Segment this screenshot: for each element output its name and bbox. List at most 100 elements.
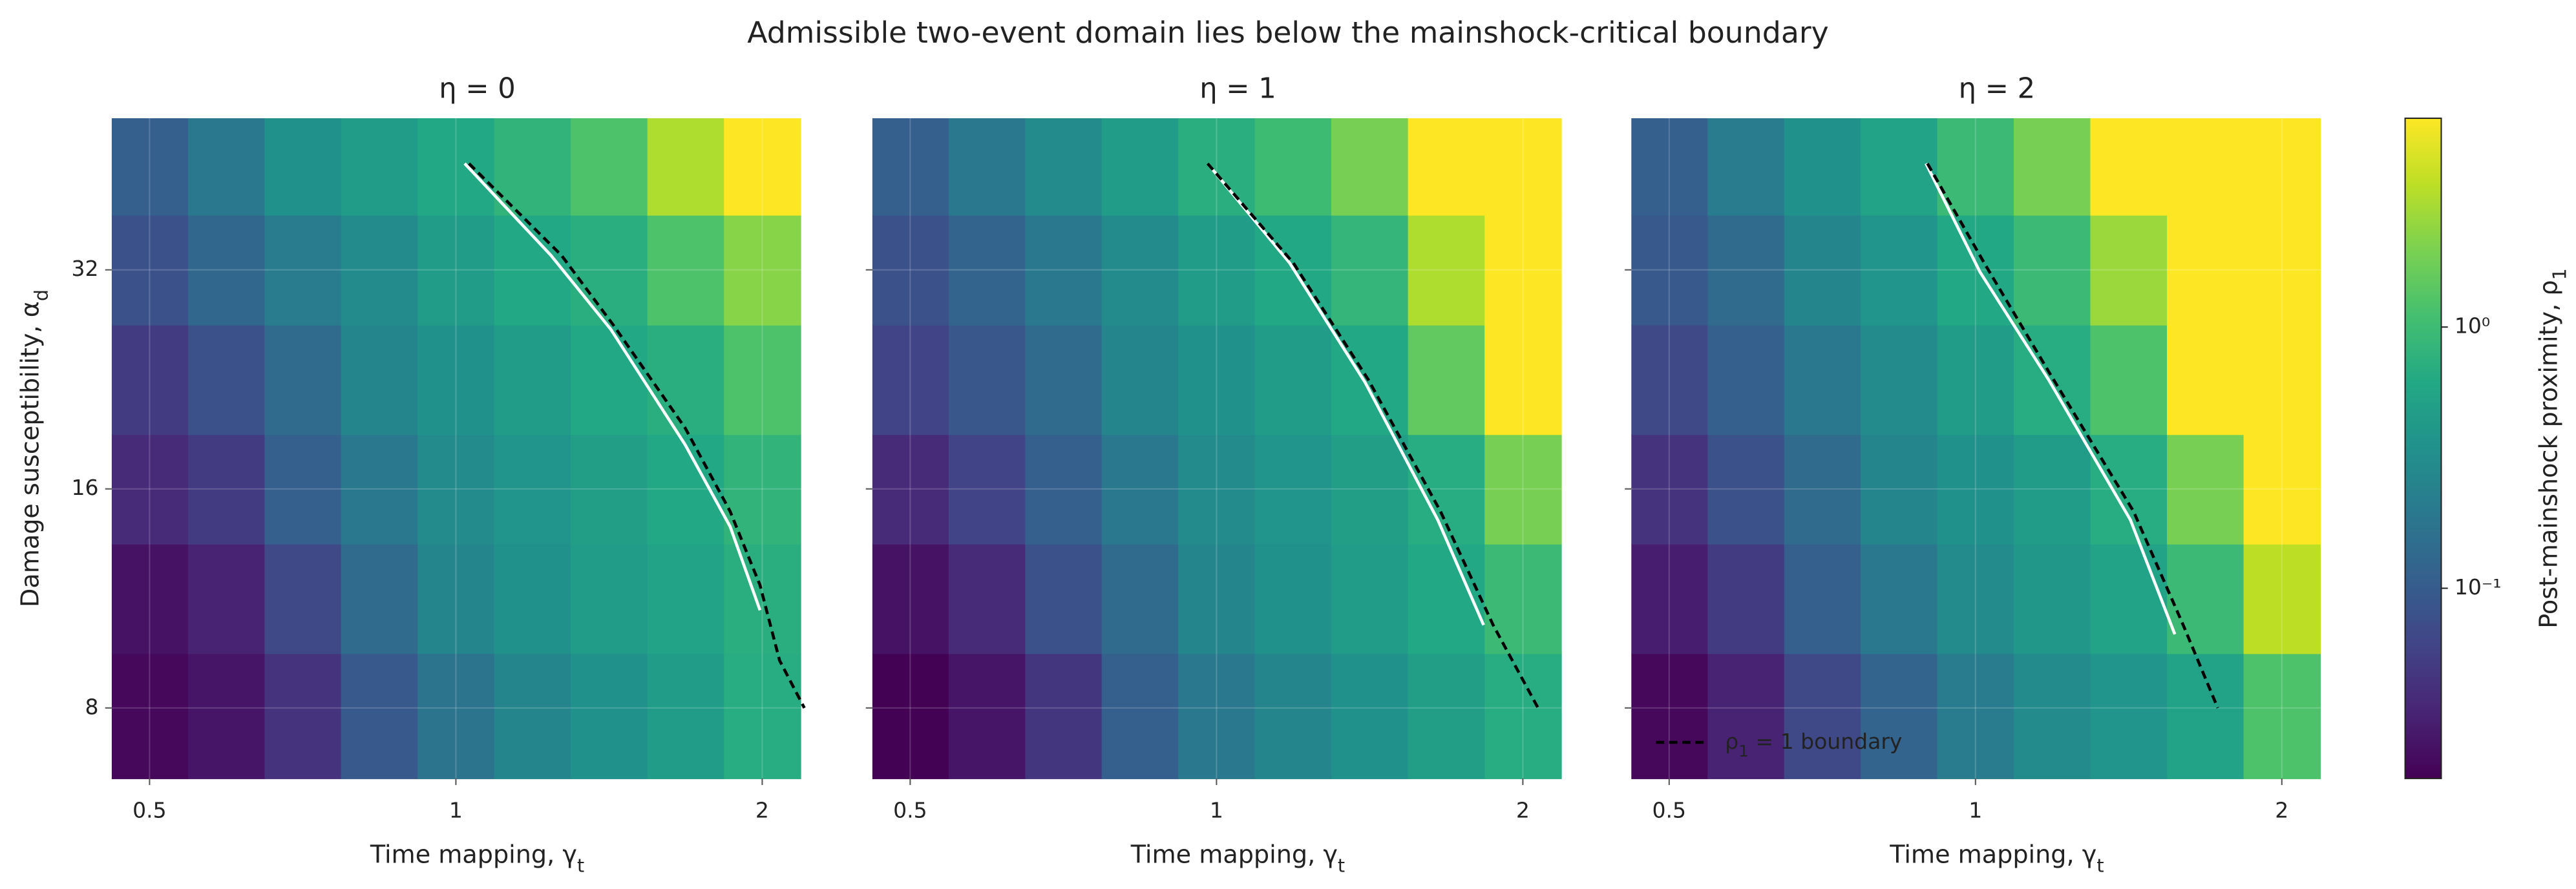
heatmap-cell — [1101, 434, 1179, 545]
heatmap-cell — [1937, 324, 2015, 435]
heatmap-cell — [1631, 214, 1709, 326]
heatmap-cell — [1861, 543, 1938, 654]
heatmap-cell — [571, 118, 648, 216]
heatmap-cell — [1631, 653, 1709, 779]
heatmap-cell — [1784, 324, 1862, 435]
heatmap-cell — [1025, 653, 1103, 779]
heatmap-cell — [341, 214, 419, 326]
heatmap-cell — [187, 214, 266, 326]
heatmap-cell — [647, 653, 725, 779]
heatmap-cell — [1707, 324, 1785, 435]
y-axis-label-part: Damage susceptibility, α — [16, 301, 44, 607]
heatmap-cell — [494, 653, 572, 779]
heatmap-cell — [417, 543, 495, 654]
x-axis-label-part: Time mapping, γ — [370, 840, 577, 868]
heatmap-cell — [1631, 434, 1709, 545]
heatmap-cell — [2090, 653, 2168, 779]
heatmap-cell — [111, 118, 189, 216]
heatmap-cell — [1937, 543, 2015, 654]
heatmap-cell — [1178, 324, 1256, 435]
x-axis-label-part: Time mapping, γ — [1130, 840, 1338, 868]
heatmap-cell — [647, 118, 725, 216]
heatmap-cell — [341, 653, 419, 779]
heatmap-cell — [1254, 434, 1333, 545]
heatmap-cell — [264, 434, 342, 545]
heatmap-cell — [417, 214, 495, 326]
heatmap-cell — [1408, 118, 1486, 216]
heatmap-cell — [1331, 653, 1409, 779]
heatmap-cell — [571, 543, 648, 654]
heatmap-cell — [724, 324, 801, 435]
heatmap-cell — [2167, 118, 2244, 216]
heatmap-cell — [1408, 653, 1486, 779]
heatmap-cell — [1784, 434, 1862, 545]
heatmap-cell — [948, 118, 1026, 216]
x-axis-label: Time mapping, γt — [1130, 840, 1345, 877]
heatmap-cell — [1331, 434, 1409, 545]
heatmap-cell — [417, 434, 495, 545]
heatmap-cell — [1707, 434, 1785, 545]
y-tick-label: 16 — [72, 475, 99, 500]
heatmap-cell — [1861, 118, 1938, 216]
heatmap-cell — [1178, 434, 1256, 545]
heatmap-cell — [872, 118, 949, 216]
heatmap-cell — [111, 543, 189, 654]
x-axis-label-part: t — [1338, 854, 1345, 876]
heatmap-cell — [1784, 214, 1862, 326]
heatmap-cell — [2243, 324, 2321, 435]
heatmap-cell — [948, 214, 1026, 326]
heatmap-cell — [264, 324, 342, 435]
heatmap-cell — [647, 324, 725, 435]
x-axis-label-part: Time mapping, γ — [1889, 840, 2096, 868]
heatmap-cell — [1707, 653, 1785, 779]
y-tick-label: 32 — [72, 256, 99, 281]
heatmap-cell — [1484, 214, 1562, 326]
heatmap-cell — [2090, 214, 2168, 326]
heatmap-cell — [417, 118, 495, 216]
heatmap-cell — [1178, 214, 1256, 326]
heatmap-cell — [647, 214, 725, 326]
heatmap-cell — [1101, 653, 1179, 779]
heatmap-cell — [417, 653, 495, 779]
heatmap-cell — [1101, 214, 1179, 326]
heatmap-cell — [111, 324, 189, 435]
colorbar — [2404, 118, 2442, 779]
heatmap-cell — [1101, 118, 1179, 216]
heatmap-cell — [2013, 543, 2091, 654]
heatmap-cell — [1784, 543, 1862, 654]
x-tick-label: 2 — [1516, 797, 1530, 822]
heatmap-cell — [417, 324, 495, 435]
heatmap-cell — [494, 214, 572, 326]
x-axis-label-part: t — [2096, 854, 2104, 876]
colorbar-label: Post-mainshock proximity, ρ1 — [2534, 268, 2570, 629]
heatmap-cell — [341, 543, 419, 654]
heatmap-cell — [571, 214, 648, 326]
legend-label-part: ρ — [1725, 728, 1738, 753]
heatmap-cell — [187, 543, 266, 654]
x-tick-label: 2 — [2275, 797, 2288, 822]
heatmap-cell — [111, 434, 189, 545]
heatmap-cell — [2013, 118, 2091, 216]
heatmap-cell — [1178, 118, 1256, 216]
heatmap-cell — [1025, 118, 1103, 216]
heatmap-cell — [872, 543, 949, 654]
heatmap-cell — [1937, 653, 2015, 779]
heatmap-cell — [2013, 653, 2091, 779]
heatmap-cell — [187, 118, 266, 216]
heatmap-cell — [1408, 324, 1486, 435]
heatmap-cell — [647, 543, 725, 654]
heatmap-cell — [494, 118, 572, 216]
heatmap-cell — [1254, 324, 1333, 435]
heatmap-cell — [1631, 543, 1709, 654]
x-tick-label: 1 — [449, 797, 463, 822]
heatmap-cell — [1484, 434, 1562, 545]
boundary-line — [1206, 162, 1485, 626]
heatmap-cell — [1784, 118, 1862, 216]
heatmap-cell — [1937, 118, 2015, 216]
heatmap-cell — [1254, 653, 1333, 779]
heatmap-cell — [2013, 214, 2091, 326]
x-tick-label: 0.5 — [1652, 797, 1687, 822]
heatmap-cell — [2167, 324, 2244, 435]
x-tick-label: 0.5 — [132, 797, 167, 822]
heatmap-cell — [1631, 324, 1709, 435]
